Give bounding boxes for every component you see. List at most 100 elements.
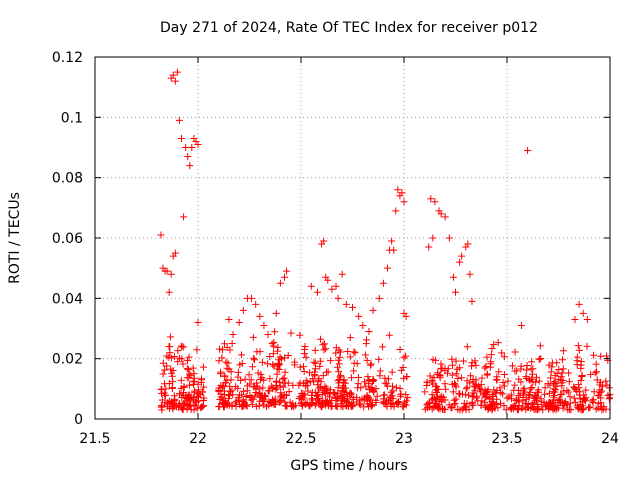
data-point <box>256 348 264 356</box>
data-point <box>228 340 236 348</box>
data-point <box>429 234 437 242</box>
data-point <box>393 399 401 407</box>
data-point <box>396 345 404 353</box>
data-point <box>490 386 498 394</box>
data-point <box>284 379 292 387</box>
data-point <box>271 397 279 405</box>
data-point <box>452 288 459 296</box>
data-point <box>376 372 384 380</box>
x-tick-label: 23 <box>395 431 413 447</box>
data-point <box>559 347 567 355</box>
data-point <box>522 395 530 403</box>
data-point <box>165 288 173 296</box>
data-point <box>392 384 400 392</box>
data-point <box>523 361 531 369</box>
data-point <box>442 385 450 393</box>
data-point <box>519 396 527 404</box>
data-point <box>320 340 328 348</box>
data-point <box>463 400 471 408</box>
data-point <box>354 380 362 388</box>
data-point <box>515 402 523 410</box>
data-point <box>248 401 256 409</box>
data-point <box>489 398 497 406</box>
data-point <box>332 349 340 357</box>
data-point <box>448 404 456 412</box>
data-point <box>250 354 258 362</box>
data-point <box>337 372 345 380</box>
data-point <box>598 382 606 390</box>
data-point <box>340 395 348 403</box>
data-point <box>338 388 346 396</box>
data-point <box>394 186 402 194</box>
data-point <box>170 392 178 400</box>
data-point <box>579 405 587 413</box>
x-tick-label: 23.5 <box>491 431 522 447</box>
data-point <box>313 392 321 400</box>
data-point <box>224 399 232 407</box>
data-point <box>178 343 186 351</box>
data-point <box>254 369 262 377</box>
data-point <box>379 279 387 287</box>
data-point <box>337 400 345 408</box>
data-point <box>340 376 348 384</box>
data-point <box>354 373 362 381</box>
data-point <box>438 392 446 400</box>
data-point <box>173 68 181 76</box>
data-point <box>319 341 327 349</box>
data-point <box>342 300 350 308</box>
data-point <box>300 363 308 371</box>
data-point <box>472 361 480 369</box>
data-point <box>260 396 268 404</box>
data-point <box>500 370 508 378</box>
data-point <box>423 378 431 386</box>
data-point <box>396 392 404 400</box>
data-point <box>588 397 596 405</box>
data-point <box>221 372 229 380</box>
data-point <box>266 353 274 361</box>
data-point <box>511 348 519 356</box>
data-point <box>526 391 534 399</box>
y-tick-label: 0.06 <box>52 231 83 247</box>
data-point <box>249 333 257 341</box>
data-point <box>245 371 253 379</box>
data-point <box>300 367 308 375</box>
data-point <box>441 213 449 221</box>
data-point <box>316 362 324 370</box>
data-point <box>280 374 288 382</box>
data-point <box>533 406 541 414</box>
data-point <box>381 391 389 399</box>
data-point <box>591 369 599 377</box>
data-point <box>346 334 354 342</box>
data-point <box>163 267 171 275</box>
data-point <box>559 356 567 364</box>
data-point <box>464 240 472 248</box>
data-point <box>334 294 342 302</box>
data-point <box>356 401 364 409</box>
data-point <box>520 384 528 392</box>
data-point <box>296 363 304 371</box>
y-tick-label: 0.1 <box>61 110 83 126</box>
data-point <box>454 405 462 413</box>
data-point <box>462 385 470 393</box>
data-point <box>336 353 344 361</box>
data-point <box>158 396 166 404</box>
data-point <box>199 363 207 371</box>
data-point <box>309 396 317 404</box>
data-point <box>541 390 549 398</box>
data-point <box>159 359 167 367</box>
data-point <box>451 381 459 389</box>
data-point <box>157 231 165 239</box>
data-point <box>574 342 582 350</box>
data-point <box>448 355 456 363</box>
data-point <box>602 377 610 385</box>
data-point <box>483 353 491 361</box>
data-point <box>349 303 356 311</box>
y-tick-label: 0 <box>74 412 83 428</box>
data-point <box>335 368 343 376</box>
data-point <box>280 391 288 399</box>
data-point <box>297 400 305 408</box>
data-point <box>577 364 585 372</box>
data-point <box>545 361 553 369</box>
data-point <box>177 384 185 392</box>
data-point <box>183 365 191 373</box>
